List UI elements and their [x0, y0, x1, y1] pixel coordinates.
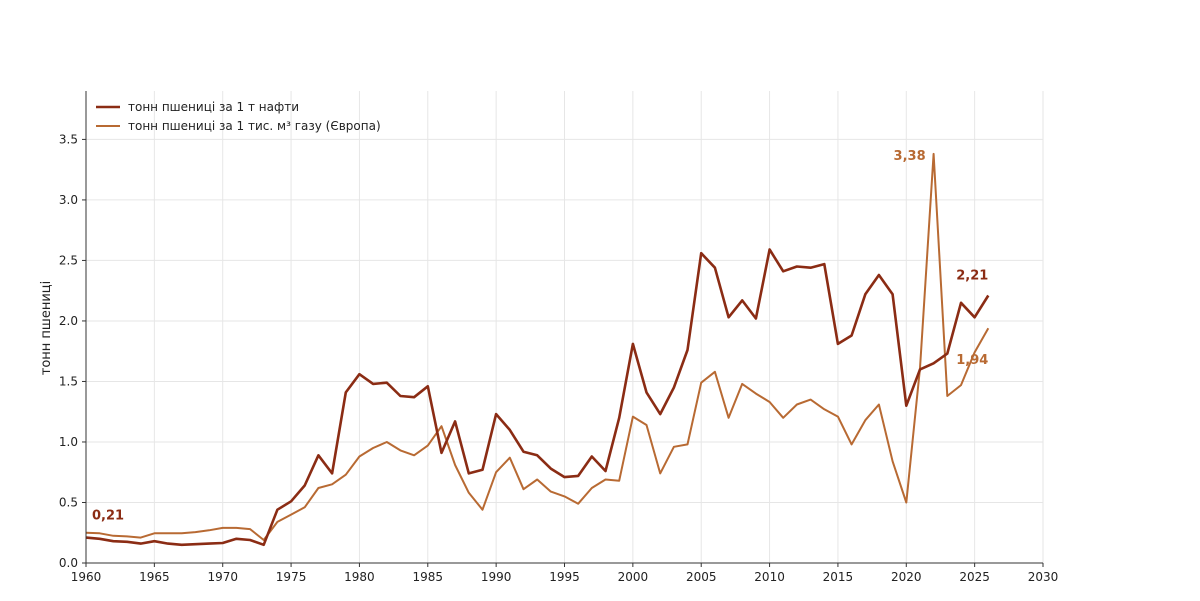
- x-tick-label: 2025: [959, 570, 990, 584]
- annotation-label: 2,21: [956, 269, 988, 284]
- x-tick-label: 1960: [71, 570, 102, 584]
- y-tick-label: 1.0: [59, 435, 78, 449]
- legend: тонн пшениці за 1 т нафти тонн пшениці з…: [96, 100, 381, 133]
- y-tick-label: 2.0: [59, 314, 78, 328]
- x-tick-label: 2015: [823, 570, 854, 584]
- series-line-gas: [85, 152, 990, 541]
- x-tick-label: 2030: [1028, 570, 1059, 584]
- y-tick-label: 0.0: [59, 556, 78, 570]
- x-tick-label: 2020: [891, 570, 922, 584]
- x-tick-label: 1965: [139, 570, 170, 584]
- x-tick-label: 1985: [413, 570, 444, 584]
- annotation-label: 3,38: [894, 149, 926, 164]
- x-tick-label: 1995: [549, 570, 580, 584]
- y-tick-label: 3.5: [59, 132, 78, 146]
- x-tick-label: 1975: [276, 570, 307, 584]
- annotations: 0,21 3,38 2,21 1,94: [92, 149, 988, 524]
- annotation-label: 1,94: [956, 353, 988, 368]
- y-tick-label: 1.5: [59, 374, 78, 388]
- series-line-oil: [85, 248, 990, 547]
- y-axis-ticks: 0.0 0.5 1.0 1.5 2.0 2.5 3.0 3.5: [59, 132, 86, 570]
- grid-lines: [85, 91, 1044, 564]
- y-tick-label: 3.0: [59, 193, 78, 207]
- annotation-label: 0,21: [92, 509, 124, 524]
- x-tick-label: 2000: [618, 570, 649, 584]
- x-tick-label: 2010: [754, 570, 785, 584]
- x-tick-label: 1980: [344, 570, 375, 584]
- x-axis-ticks: 1960 1965 1970 1975 1980 1985 1990 1995 2000 2005…: [71, 563, 1059, 584]
- y-tick-label: 0.5: [59, 495, 78, 509]
- x-tick-label: 1970: [207, 570, 238, 584]
- y-tick-label: 2.5: [59, 253, 78, 267]
- x-tick-label: 1990: [481, 570, 512, 584]
- x-tick-label: 2005: [686, 570, 717, 584]
- series-lines: [85, 152, 990, 547]
- legend-label-gas: тонн пшениці за 1 тис. м³ газу (Європа): [128, 119, 381, 133]
- legend-label-oil: тонн пшениці за 1 т нафти: [128, 100, 299, 114]
- y-axis-title: тонн пшениці: [39, 281, 54, 375]
